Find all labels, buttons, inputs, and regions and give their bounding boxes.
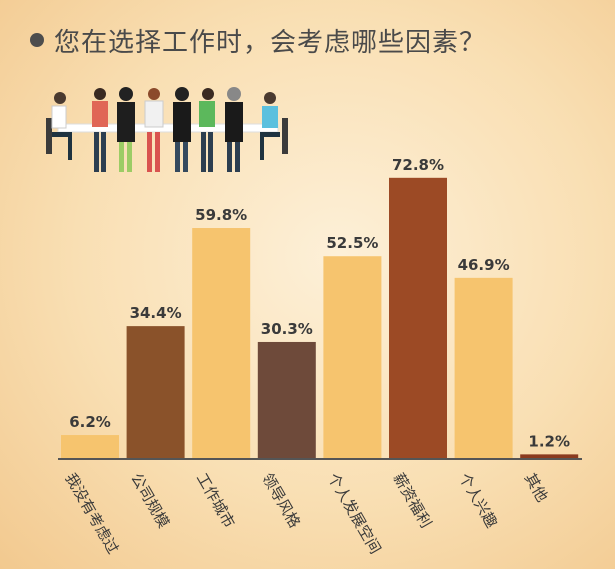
category-labels-layer: 我没有考虑过 公司规模 工作城市 领导风格 个人发展空间 薪资福利 个人兴趣 其他	[62, 470, 552, 557]
bar-1	[126, 326, 185, 459]
bar-5	[389, 177, 447, 459]
category-label-6: 个人兴趣	[455, 470, 501, 531]
value-label-6: 46.9%	[458, 256, 510, 274]
person-right-seated	[260, 92, 288, 160]
person-left-seated	[46, 92, 72, 160]
bullet-dot-icon	[30, 33, 44, 47]
meeting-people-illustration	[46, 87, 288, 172]
value-label-3: 30.3%	[261, 320, 313, 338]
person-5	[199, 88, 215, 172]
person-6	[225, 87, 243, 172]
bars-layer	[61, 177, 579, 459]
bar-0	[61, 435, 119, 459]
value-label-0: 6.2%	[69, 413, 111, 431]
value-label-5: 72.8%	[392, 156, 444, 174]
bar-4	[323, 256, 382, 459]
bar-7	[520, 454, 579, 459]
title-text: 您在选择工作时，会考虑哪些因素？	[54, 28, 487, 58]
chart-title: 您在选择工作时，会考虑哪些因素？	[30, 22, 486, 59]
category-label-4: 个人发展空间	[324, 470, 385, 557]
person-2	[117, 87, 135, 172]
value-label-4: 52.5%	[326, 234, 378, 252]
bar-2	[192, 228, 251, 459]
person-4	[173, 87, 191, 172]
category-label-2: 工作城市	[193, 470, 239, 531]
bar-6	[454, 277, 513, 459]
value-labels-layer: 6.2% 34.4% 59.8% 30.3% 52.5% 72.8% 46.9% 1.2%	[69, 156, 570, 451]
value-label-2: 59.8%	[195, 206, 247, 224]
category-label-5: 薪资福利	[390, 470, 436, 531]
person-3	[144, 88, 164, 172]
bar-3	[257, 341, 316, 459]
value-label-7: 1.2%	[528, 432, 570, 450]
value-label-1: 34.4%	[130, 304, 182, 322]
category-label-1: 公司规模	[127, 470, 173, 531]
category-label-7: 其他	[521, 470, 552, 505]
category-label-0: 我没有考虑过	[62, 470, 123, 557]
category-label-3: 领导风格	[258, 470, 304, 531]
person-1	[92, 88, 108, 172]
